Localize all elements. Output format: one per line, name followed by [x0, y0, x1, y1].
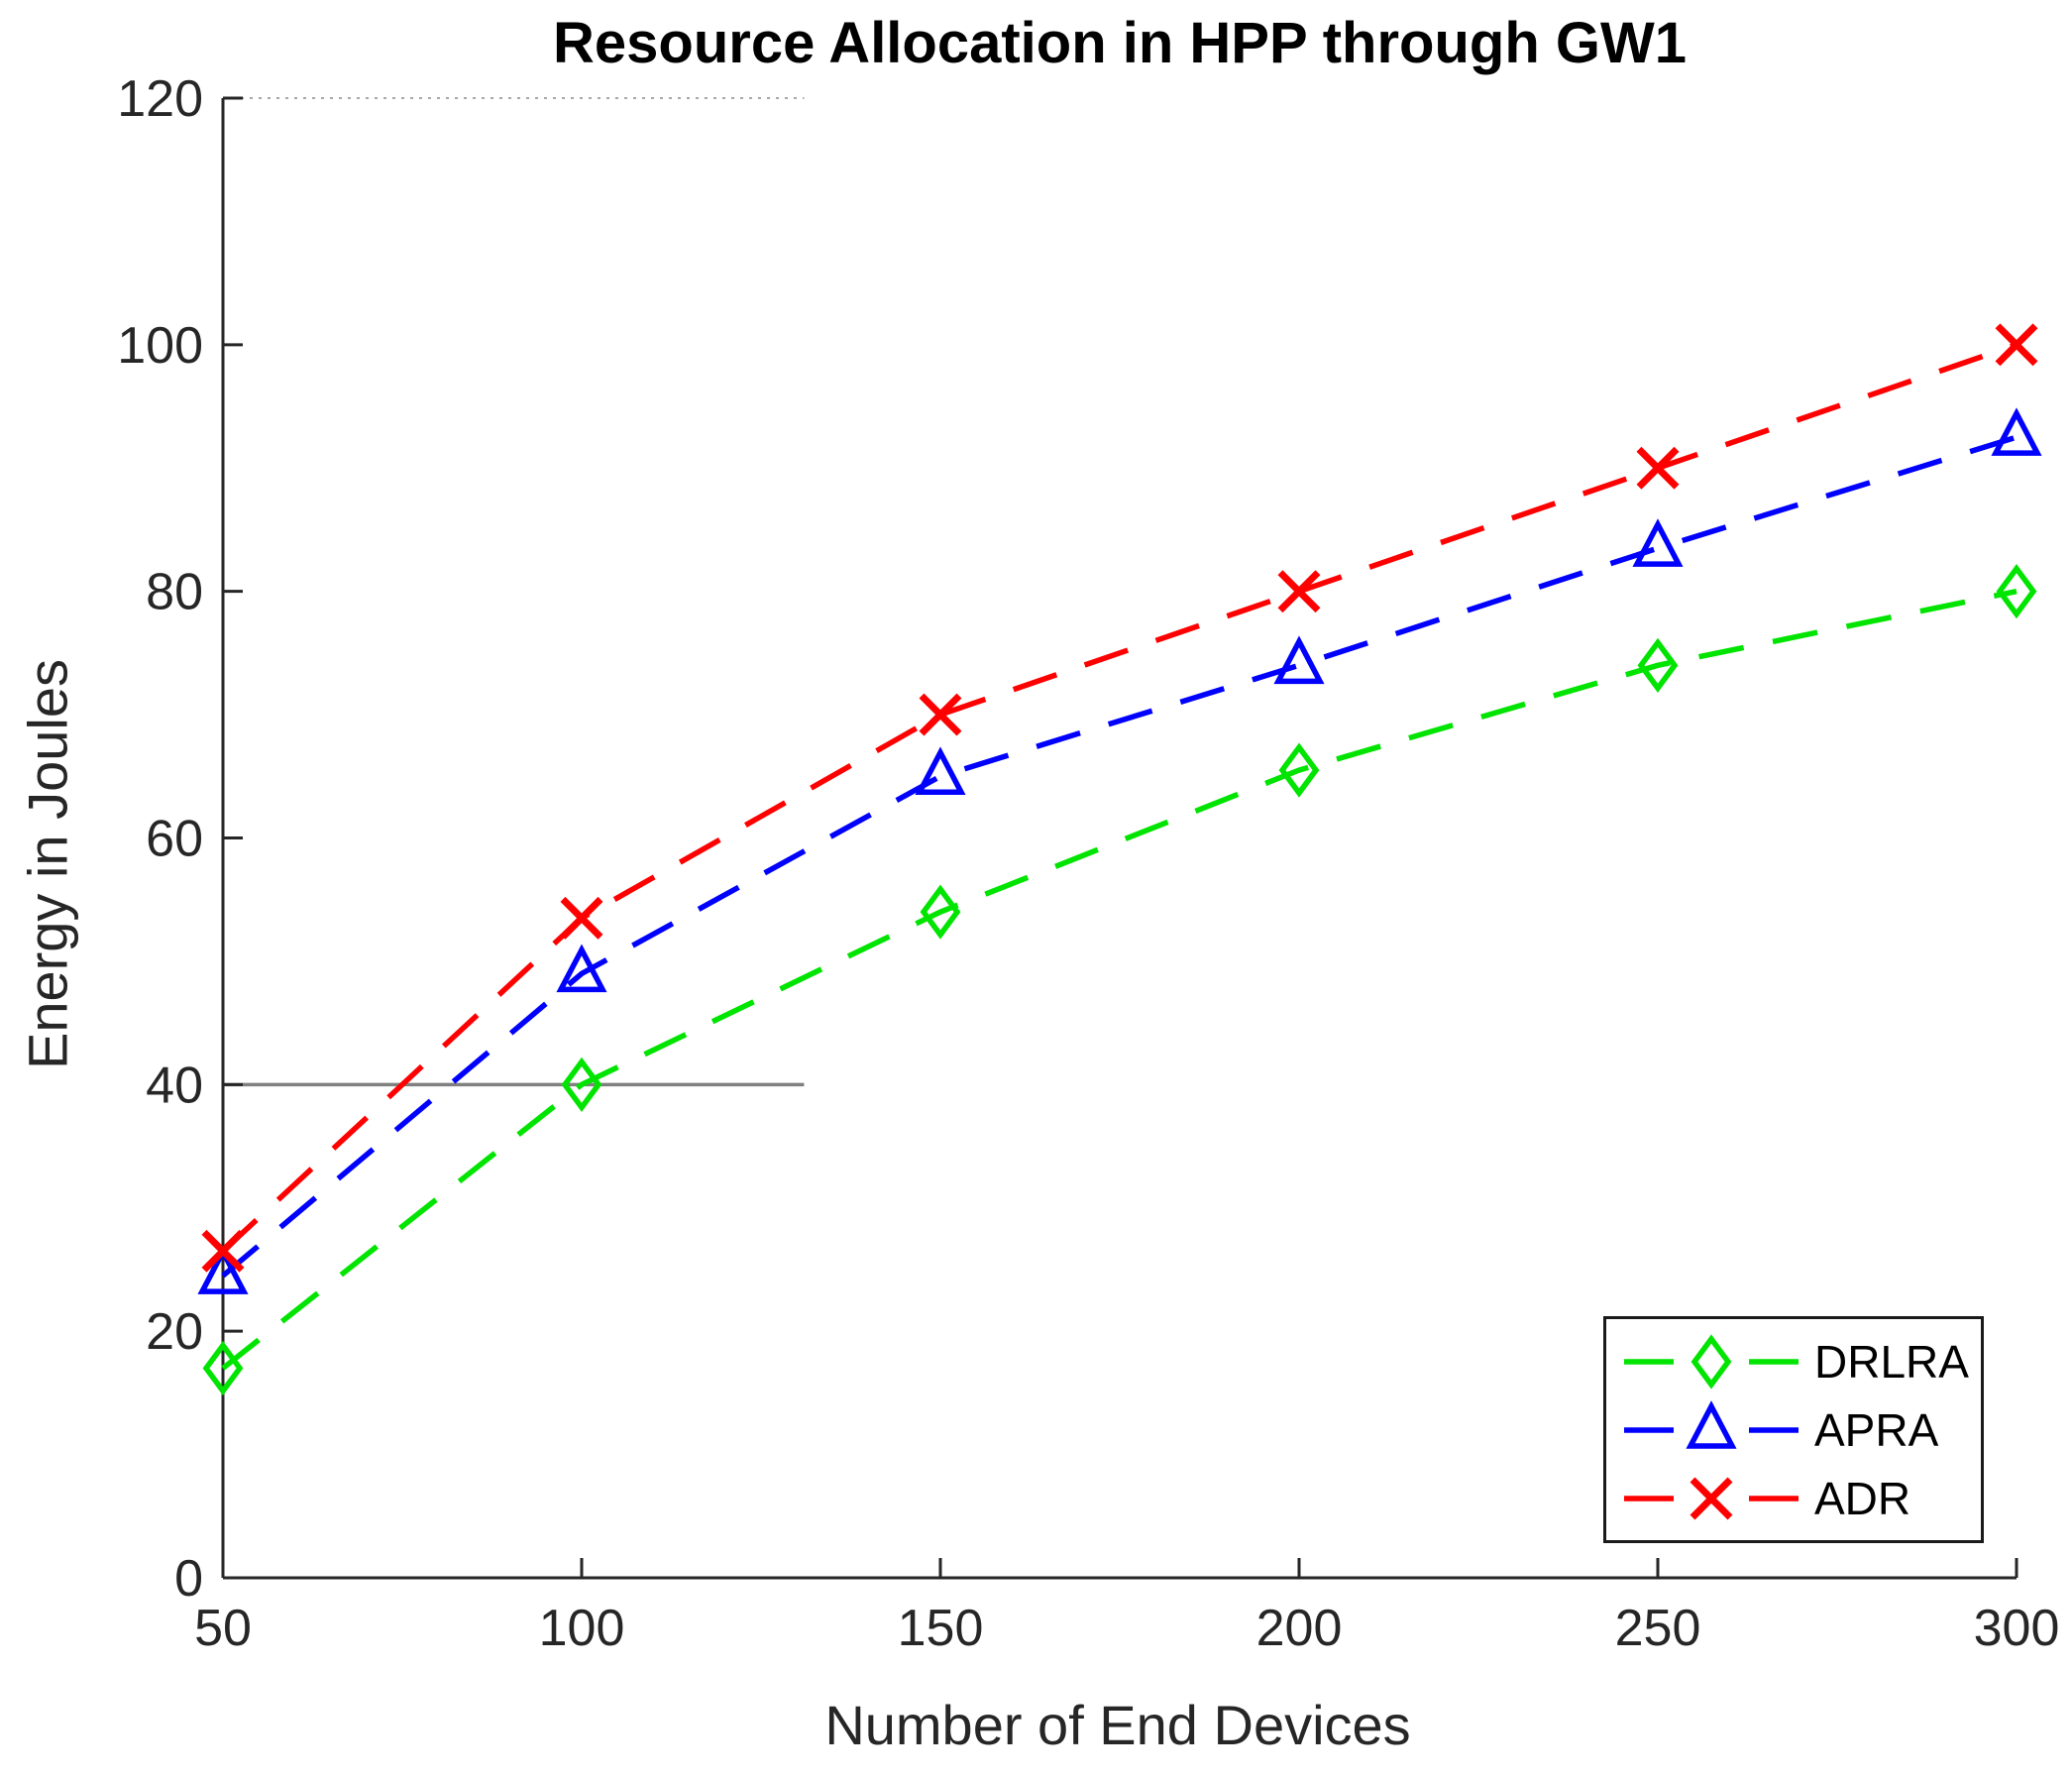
- legend-glyph-apra: [1624, 1399, 1799, 1449]
- x-marker: [560, 896, 603, 940]
- x-tick-label: 250: [1615, 1600, 1701, 1657]
- legend-label-adr: ADR: [1814, 1472, 1911, 1524]
- diamond-marker: [1637, 637, 1679, 693]
- diamond-marker: [920, 884, 961, 940]
- legend-item-adr: ADR: [1622, 1467, 1981, 1530]
- diamond-marker: [1690, 1333, 1732, 1390]
- x-marker: [1277, 570, 1321, 613]
- triangle-marker: [197, 1246, 249, 1294]
- y-tick-label: 80: [146, 564, 203, 621]
- x-marker: [919, 693, 962, 736]
- series-line-drlra: [221, 588, 2017, 1371]
- diamond-marker: [202, 1340, 244, 1396]
- triangle-marker: [556, 944, 607, 993]
- x-tick-label: 50: [194, 1600, 252, 1657]
- chart-title: Resource Allocation in HPP through GW1: [553, 11, 1687, 75]
- x-tick-label: 200: [1256, 1600, 1343, 1657]
- legend-glyph-adr: [1624, 1477, 1799, 1519]
- x-marker: [1636, 446, 1680, 490]
- triangle-marker: [1686, 1399, 1737, 1449]
- legend-item-drlra: DRLRA: [1622, 1330, 1981, 1393]
- legend-item-apra: APRA: [1622, 1398, 1981, 1462]
- x-marker: [1690, 1477, 1733, 1519]
- triangle-marker: [1991, 407, 2042, 456]
- x-marker: [201, 1229, 245, 1273]
- triangle-marker: [915, 746, 966, 796]
- y-tick-label: 120: [117, 70, 203, 128]
- triangle-marker: [1273, 635, 1325, 685]
- x-marker: [1995, 323, 2038, 367]
- diamond-marker: [561, 1057, 602, 1112]
- x-axis-label: Number of End Devices: [824, 1694, 1411, 1756]
- x-tick-label: 300: [1974, 1600, 2060, 1657]
- diamond-marker: [1996, 564, 2037, 619]
- y-tick-label: 60: [146, 811, 203, 868]
- legend-label-drlra: DRLRA: [1814, 1335, 1969, 1388]
- y-tick-label: 100: [117, 317, 203, 375]
- y-tick-label: 40: [146, 1057, 203, 1114]
- x-tick-label: 100: [539, 1600, 625, 1657]
- y-tick-label: 20: [146, 1303, 203, 1361]
- y-axis-label: Energy in Joules: [16, 658, 79, 1070]
- y-tick-label: 0: [174, 1550, 203, 1608]
- triangle-marker: [1632, 518, 1684, 567]
- x-tick-label: 150: [898, 1600, 984, 1657]
- series-line-adr: [221, 342, 2017, 1254]
- legend-glyph-drlra: [1624, 1333, 1799, 1390]
- diamond-marker: [1278, 742, 1320, 798]
- legend-label-apra: APRA: [1814, 1403, 1939, 1456]
- series-line-apra: [221, 434, 2017, 1279]
- legend-box: DRLRA APRA ADR: [1603, 1316, 1984, 1543]
